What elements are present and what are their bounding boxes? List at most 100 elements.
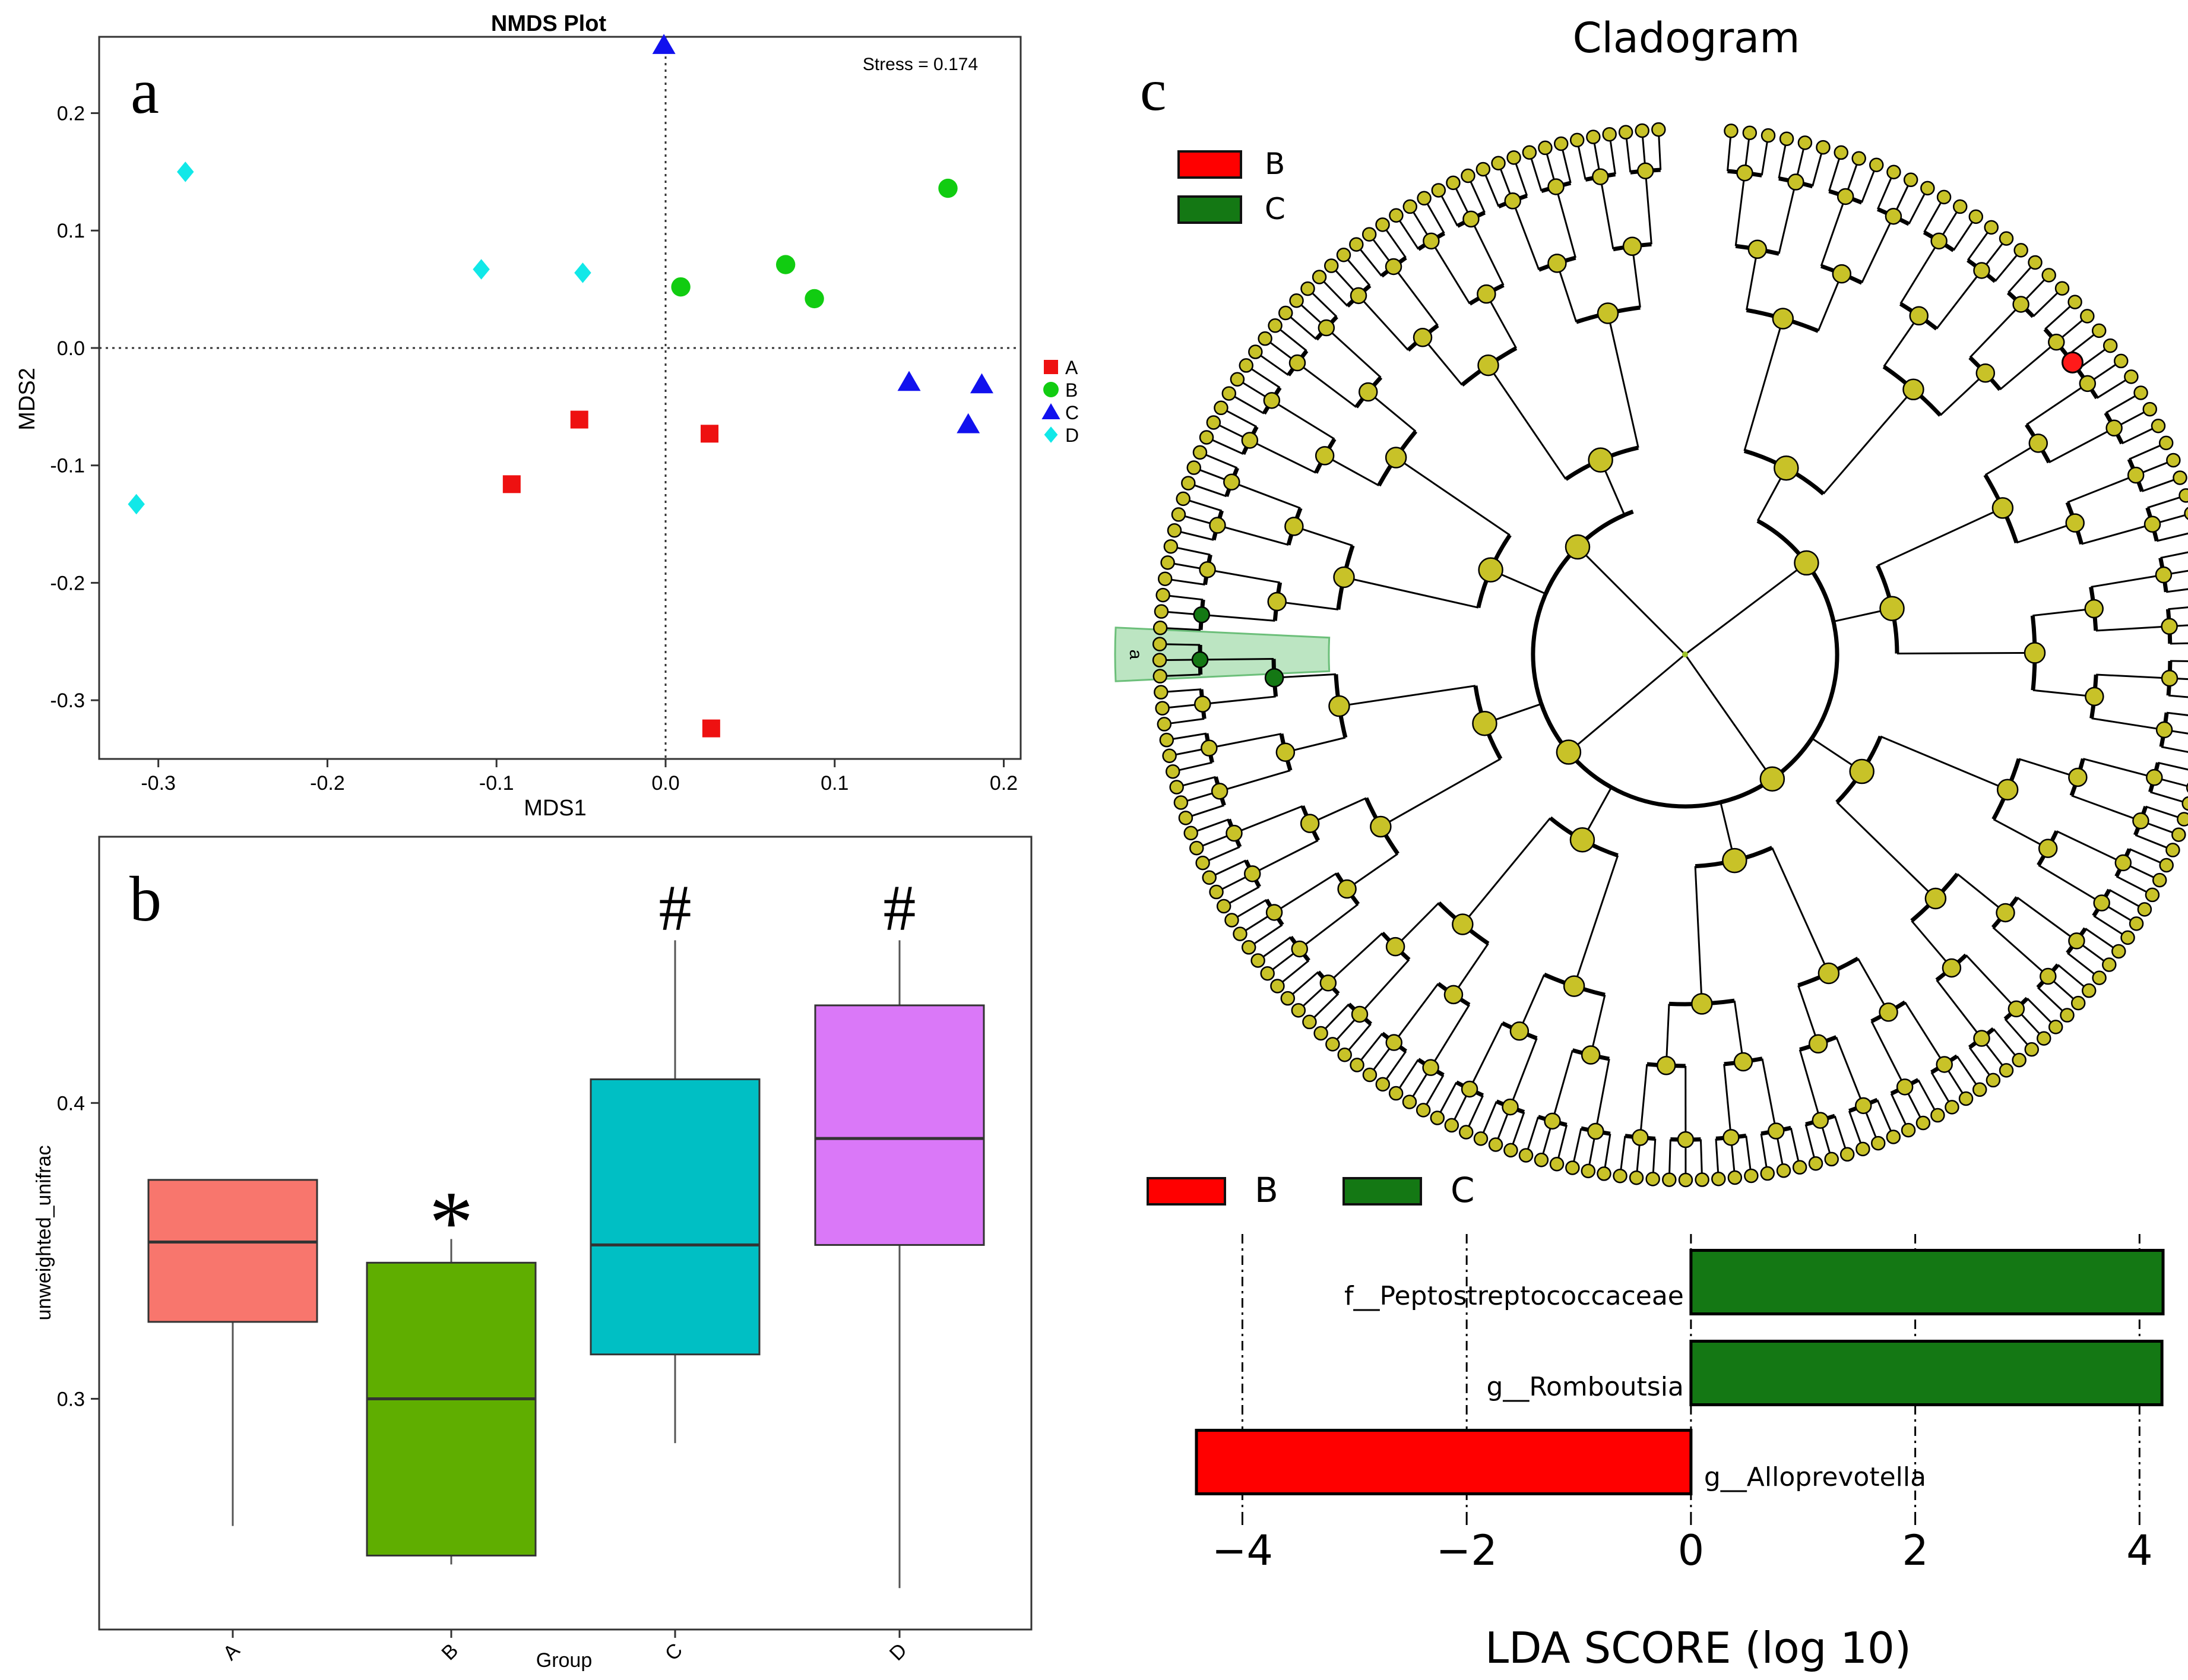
cladogram-node [2038, 839, 2058, 858]
cladogram-node [1209, 884, 1224, 900]
cladogram-node [1722, 847, 1747, 874]
cladogram-node [1776, 1163, 1791, 1178]
cladogram-node [1855, 1141, 1870, 1157]
cladogram-branch-arc [1531, 510, 1839, 809]
cladogram-node [1787, 173, 1804, 191]
cladogram-node [1477, 354, 1499, 377]
cladogram-branch-line [1631, 246, 1641, 308]
nmds-legend-label-d: D [1065, 425, 1079, 446]
cladogram-branch-line [2158, 761, 2188, 771]
boxplot-significance-mark-d: # [884, 871, 916, 944]
cladogram-node [1461, 168, 1475, 183]
cladogram-branch-line [1430, 241, 1471, 305]
cladogram-node [1597, 1166, 1611, 1181]
cladogram-branch-line [1555, 186, 1576, 258]
cladogram-branch-line [1965, 954, 2017, 1010]
cladogram-node [1214, 400, 1228, 416]
cladogram-node [1597, 302, 1619, 324]
cladogram-node [1547, 178, 1565, 195]
boxplot-y-axis-label: unweighted_unifrac [33, 1146, 55, 1321]
nmds-point-b [671, 277, 691, 297]
cladogram-branch-line [1357, 295, 1409, 351]
cladogram-node [1772, 308, 1794, 330]
cladogram-branch-line [1452, 943, 1489, 995]
cladogram-branch-line [2067, 474, 2136, 504]
cladogram-branch-line [1200, 658, 1274, 661]
cladogram-node [1333, 566, 1355, 589]
cladogram-node [2048, 1020, 2063, 1034]
cladogram-node [2085, 686, 2104, 707]
cladogram-node [2048, 333, 2065, 351]
cladogram-node [1632, 1129, 1649, 1146]
cladogram-node [2155, 721, 2173, 739]
cladogram-node [1315, 446, 1335, 466]
cladogram-branch-line [1861, 216, 1895, 283]
cladogram-node [1832, 264, 1852, 284]
cladogram-node [1260, 966, 1275, 981]
cladogram-node [1166, 764, 1180, 779]
cladogram-branch-line [1509, 1037, 1538, 1108]
cladogram-node [2024, 642, 2046, 664]
cladogram-node [1760, 128, 1776, 143]
boxplot-box-a [147, 1179, 318, 1323]
cladogram-branch-line [2048, 427, 2115, 463]
cladogram-branch-line [1835, 1036, 1864, 1106]
cladogram-node [1744, 1168, 1759, 1184]
cladogram-node [1478, 557, 1503, 583]
cladogram-node [1152, 637, 1167, 651]
cladogram-node [1458, 1125, 1474, 1140]
cladogram-branch-line [1797, 985, 1819, 1045]
lda-x-tick-label: −2 [1436, 1526, 1497, 1575]
cladogram-node [1968, 209, 1984, 224]
nmds-legend-marker-d [1044, 426, 1058, 443]
cladogram-node [1211, 783, 1228, 800]
cladogram-branch-line [1993, 818, 2048, 850]
nmds-plot-frame [98, 36, 1022, 760]
cladogram-branch-line [1939, 372, 1986, 416]
cladogram-node [2137, 902, 2152, 917]
cladogram-node [1622, 236, 1642, 256]
boxplot-box-c [590, 1078, 761, 1356]
cladogram-highlight-label: a [1126, 650, 1145, 660]
nmds-x-tick-label: -0.2 [310, 772, 345, 795]
cladogram-branch-line [1392, 266, 1439, 326]
cladogram-branch-line [2166, 711, 2188, 716]
panel-letter-b: b [129, 864, 162, 935]
cladogram-node [1973, 262, 1990, 279]
cladogram-node [1792, 1160, 1807, 1175]
cladogram-node [1248, 344, 1263, 359]
lda-x-axis-ticks: −4 −2 0 2 4 [1212, 1513, 2153, 1575]
cladogram-node [2041, 268, 2056, 283]
cladogram-node [2068, 932, 2085, 950]
cladogram-node [1183, 825, 1198, 841]
boxplot-x-axis-label: Group [536, 1649, 593, 1672]
nmds-x-tick-label: 0.0 [651, 772, 679, 795]
nmds-point-a [570, 410, 588, 429]
cladogram-node [1388, 1086, 1404, 1101]
cladogram-branch-line [2081, 523, 2153, 545]
cladogram-node [1503, 1143, 1518, 1158]
nmds-stress-annotation: Stress = 0.174 [863, 55, 978, 74]
cladogram-node [2161, 618, 2178, 635]
cladogram-node [2181, 796, 2188, 811]
cladogram-branch-line [2168, 694, 2188, 698]
nmds-y-tick-label: 0.2 [57, 103, 85, 125]
cladogram-node [1431, 183, 1446, 198]
panel-c-cladogram: Cladogram c BC a [1114, 14, 2188, 1188]
cladogram-node [1430, 1110, 1445, 1125]
lda-bar [1689, 1249, 2165, 1315]
cladogram-node [1886, 164, 1901, 180]
cladogram-node [1157, 571, 1173, 586]
nmds-point-d [128, 493, 145, 515]
cladogram-branch-line [1684, 562, 1807, 656]
cladogram-node [1302, 1014, 1317, 1030]
cladogram-branch-line [2095, 625, 2170, 632]
cladogram-node [1547, 254, 1567, 273]
cladogram-node [2173, 470, 2187, 485]
cladogram-branch-line [1771, 847, 1830, 974]
cladogram-branch-line [1233, 805, 1303, 834]
cladogram-node [1444, 1118, 1459, 1133]
cladogram-node [1221, 386, 1237, 401]
cladogram-node [1284, 517, 1304, 536]
